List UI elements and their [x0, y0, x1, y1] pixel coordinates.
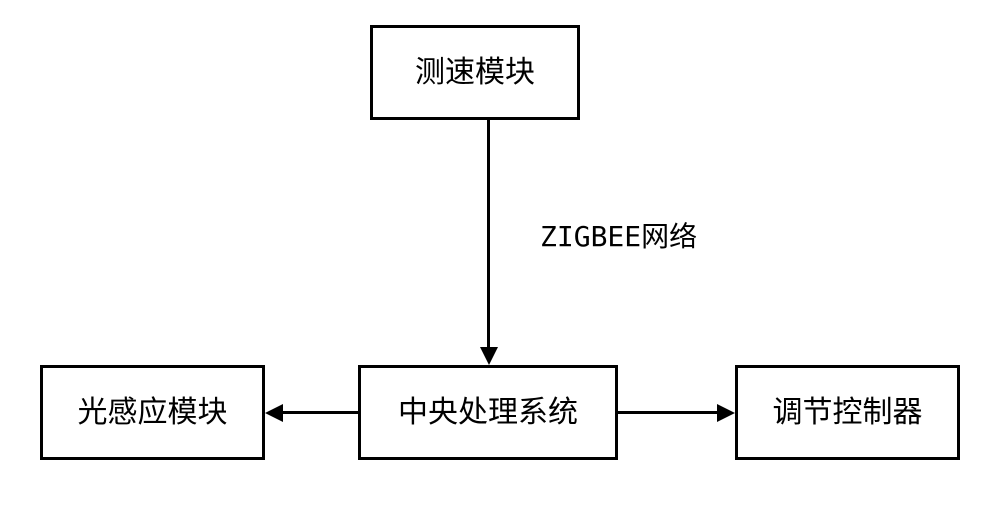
node-controller: 调节控制器	[735, 365, 960, 460]
edge-to-light-line	[283, 411, 358, 414]
node-controller-label: 调节控制器	[773, 395, 923, 431]
node-speed-module: 测速模块	[370, 25, 580, 120]
node-light-sensor-label: 光感应模块	[78, 395, 228, 431]
edge-zigbee-line	[487, 120, 490, 348]
node-central-system: 中央处理系统	[358, 365, 618, 460]
node-speed-module-label: 测速模块	[415, 55, 535, 91]
edge-to-light-arrowhead	[265, 404, 283, 422]
node-central-system-label: 中央处理系统	[398, 395, 578, 431]
edge-to-controller-line	[618, 411, 718, 414]
edge-zigbee-arrowhead	[480, 347, 498, 365]
edge-to-controller-arrowhead	[717, 404, 735, 422]
edge-zigbee-label: ZIGBEE网络	[540, 215, 697, 255]
node-light-sensor: 光感应模块	[40, 365, 265, 460]
